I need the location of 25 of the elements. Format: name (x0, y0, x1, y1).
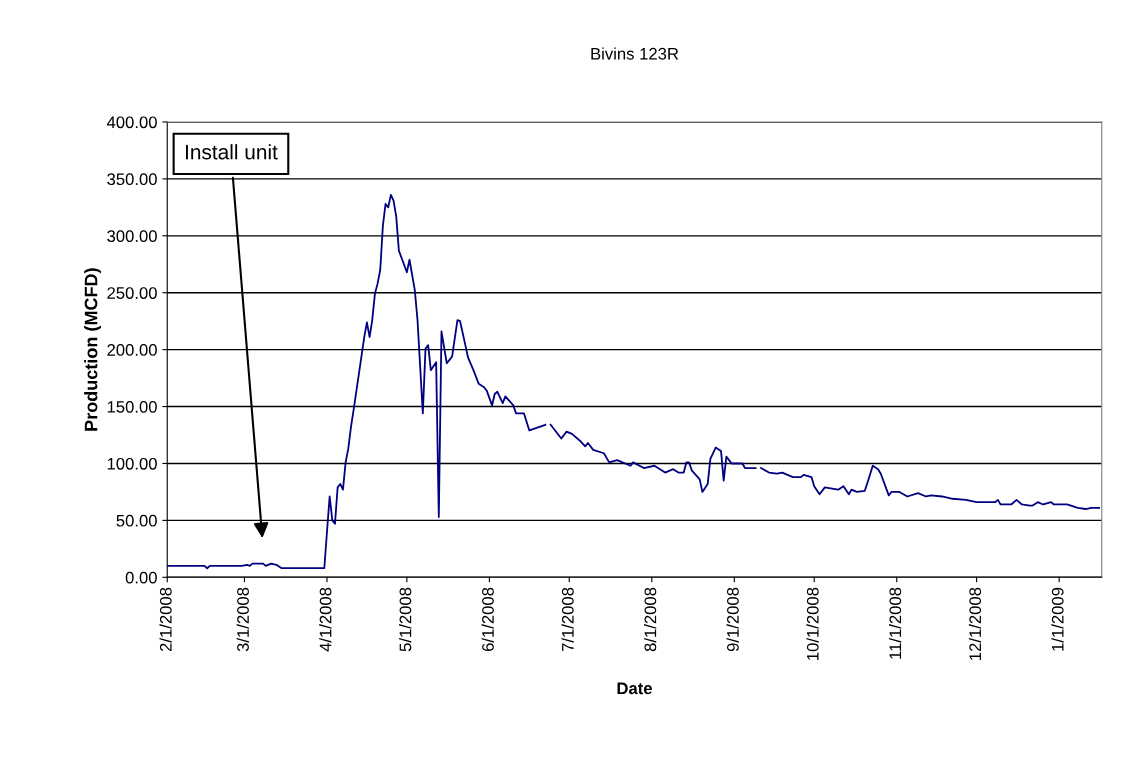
y-tick-label: 150.00 (107, 400, 157, 413)
y-tick-label: 250.00 (107, 287, 157, 299)
x-tick-label: 2/1/2008 (159, 587, 172, 652)
y-tick-label: 0.00 (125, 571, 157, 584)
x-tick-label: 12/1/2008 (968, 587, 982, 660)
x-axis-title: Date (617, 682, 652, 695)
y-tick-label: 200.00 (107, 344, 157, 356)
x-tick-label: 3/1/2008 (236, 587, 249, 652)
x-tick-label: 6/1/2008 (481, 587, 494, 652)
x-tick-label: 1/1/2009 (1051, 587, 1064, 651)
y-tick-label: 100.00 (107, 457, 157, 470)
x-tick-label: 5/1/2008 (399, 587, 412, 652)
y-tick-label: 400.00 (106, 116, 157, 129)
x-tick-label: 4/1/2008 (319, 587, 332, 652)
y-tick-label: 50.00 (116, 514, 157, 527)
x-tick-label: 11/1/2008 (888, 587, 902, 659)
annotation: Install unit (185, 144, 278, 160)
y-tick-label: 350.00 (107, 173, 157, 186)
y-tick-label: 300.00 (107, 230, 157, 243)
chart-title: Bivins 123R (591, 47, 679, 60)
x-tick-label: 7/1/2008 (561, 587, 574, 652)
x-tick-label: 9/1/2008 (726, 587, 739, 652)
y-axis-title: Production (MCFD) (84, 268, 101, 431)
x-tick-label: 10/1/2008 (806, 587, 819, 660)
x-tick-label: 8/1/2008 (644, 587, 657, 652)
